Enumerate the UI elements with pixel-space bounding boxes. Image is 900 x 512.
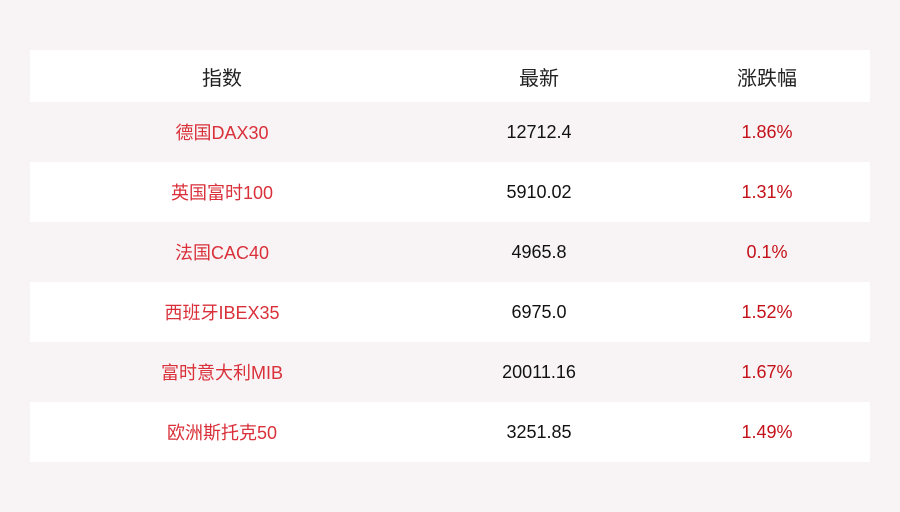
latest-value: 3251.85: [506, 421, 572, 442]
table-row: 法国CAC40 4965.8 0.1%: [30, 222, 870, 282]
table-row: 欧洲斯托克50 3251.85 1.49%: [30, 402, 870, 462]
table-row: 英国富时100 5910.02 1.31%: [30, 162, 870, 222]
table-header: 指数 最新 涨跌幅: [30, 50, 870, 102]
table-row: 德国DAX30 12712.4 1.86%: [30, 102, 870, 162]
index-table: 指数 最新 涨跌幅 德国DAX30 12712.4 1.86% 英国富时100 …: [30, 50, 870, 462]
change-value: 1.67%: [741, 361, 793, 382]
index-name: 法国CAC40: [174, 243, 270, 263]
change-value: 1.31%: [741, 181, 793, 202]
table-row: 富时意大利MIB 20011.16 1.67%: [30, 342, 870, 402]
change-value: 1.86%: [741, 121, 793, 142]
latest-value: 5910.02: [506, 181, 572, 202]
latest-value: 4965.8: [511, 241, 567, 262]
header-index: 指数: [202, 67, 242, 90]
change-value: 0.1%: [746, 241, 788, 262]
change-value: 1.49%: [741, 421, 793, 442]
index-name: 英国富时100: [170, 183, 274, 203]
header-latest: 最新: [519, 67, 559, 90]
change-value: 1.52%: [741, 301, 793, 322]
index-name: 富时意大利MIB: [160, 363, 283, 383]
index-name: 德国DAX30: [175, 123, 269, 143]
latest-value: 6975.0: [511, 301, 567, 322]
table-row: 西班牙IBEX35 6975.0 1.52%: [30, 282, 870, 342]
index-name: 欧洲斯托克50: [166, 423, 278, 443]
header-change: 涨跌幅: [737, 67, 797, 90]
latest-value: 12712.4: [506, 121, 572, 142]
index-name: 西班牙IBEX35: [164, 303, 280, 323]
latest-value: 20011.16: [502, 361, 576, 382]
